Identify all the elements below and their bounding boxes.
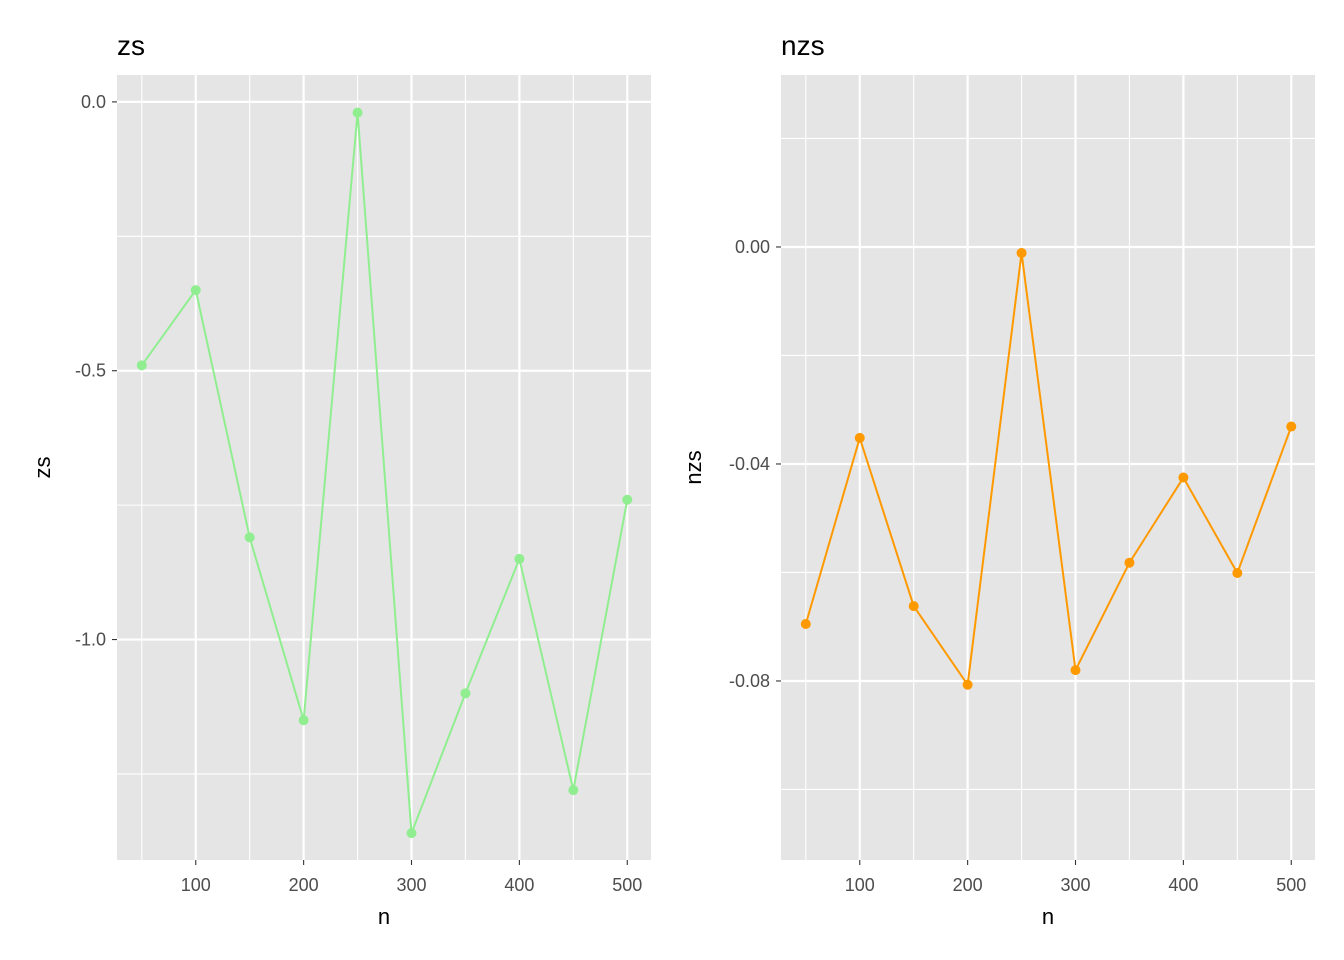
data-point [298, 715, 309, 726]
y-tick-label: -0.04 [729, 454, 770, 474]
chart-panel-1: 0.0 -0.5 -1.0 100 200 300 400 500 zs n zs [30, 30, 651, 929]
y-tick-label: -0.5 [75, 361, 106, 381]
x-axis-label: n [378, 904, 390, 929]
data-point [352, 107, 363, 118]
x-tick-label: 100 [845, 875, 875, 895]
chart-title: nzs [781, 30, 825, 61]
data-point [244, 532, 255, 543]
x-tick-label: 500 [1276, 875, 1306, 895]
data-point [406, 828, 417, 839]
data-point [1124, 557, 1135, 568]
chart-title: zs [117, 30, 145, 61]
data-point [460, 688, 471, 699]
data-point [622, 494, 633, 505]
data-point [1016, 247, 1027, 258]
data-point [1232, 568, 1243, 579]
x-tick-label: 400 [504, 875, 534, 895]
y-tick-label: 0.0 [81, 92, 106, 112]
data-point [1070, 665, 1081, 676]
x-tick-label: 300 [1060, 875, 1090, 895]
x-tick-label: 300 [396, 875, 426, 895]
data-point [1286, 421, 1297, 432]
data-point [1178, 472, 1189, 483]
x-tick-label: 200 [289, 875, 319, 895]
data-point [190, 285, 201, 296]
data-point [854, 432, 865, 443]
data-point [136, 360, 147, 371]
plot-panel [781, 75, 1315, 860]
x-tick-label: 400 [1168, 875, 1198, 895]
chart-panel-2: 0.00 -0.04 -0.08 100 200 300 400 500 nzs n nzs [681, 30, 1315, 929]
series-line [804, 252, 1293, 688]
data-point [908, 601, 919, 612]
x-tick-label: 200 [953, 875, 983, 895]
y-tick-label: -0.08 [729, 671, 770, 691]
data-point [800, 619, 811, 630]
series-line [140, 112, 629, 834]
x-axis-label: n [1042, 904, 1054, 929]
y-tick-label: 0.00 [735, 237, 770, 257]
x-tick-label: 500 [612, 875, 642, 895]
x-tick-label: 100 [181, 875, 211, 895]
y-axis-label: zs [30, 457, 55, 479]
data-point [514, 553, 525, 564]
y-axis-label: nzs [681, 450, 706, 484]
y-tick-label: -1.0 [75, 630, 106, 650]
data-point [962, 679, 973, 690]
data-point [568, 785, 579, 796]
